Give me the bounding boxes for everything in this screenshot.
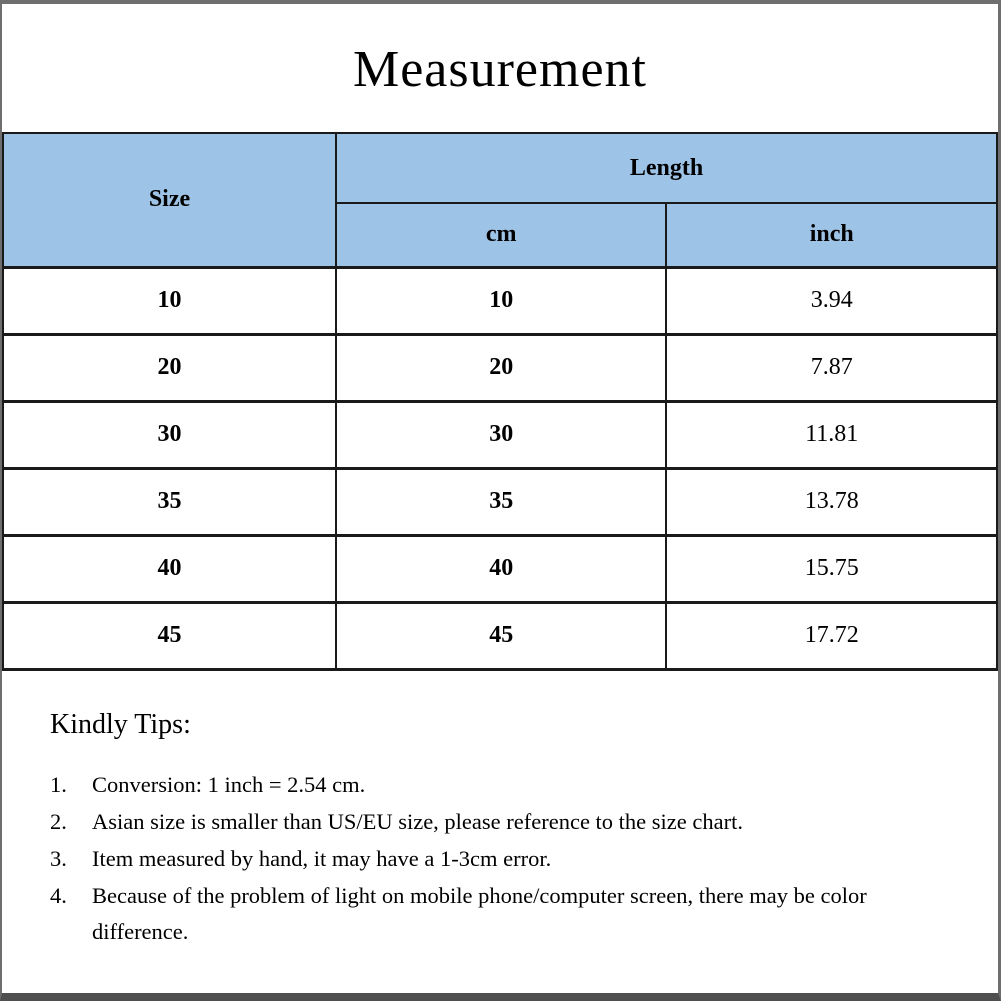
inch-cell: 13.78 (665, 466, 998, 537)
tip-number: 1. (50, 771, 67, 797)
tip-item: 1. Conversion: 1 inch = 2.54 cm. (50, 767, 958, 803)
size-cell: 30 (2, 399, 337, 470)
cm-cell: 35 (334, 466, 668, 537)
table-row: 30 30 11.81 (2, 399, 998, 470)
size-cell: 20 (2, 332, 337, 403)
inch-cell: 7.87 (665, 332, 998, 403)
tip-number: 4. (50, 882, 67, 908)
table-body: 10 10 3.94 20 20 7.87 30 30 11.81 35 35 … (2, 265, 998, 671)
header-row-top: Size Length (2, 132, 998, 268)
col-header-length: Length (334, 132, 998, 204)
tip-item: 3. Item measured by hand, it may have a … (50, 841, 958, 877)
page-title: Measurement (352, 41, 647, 98)
cm-cell: 30 (334, 399, 668, 470)
size-cell: 45 (2, 600, 337, 671)
tip-text: Asian size is smaller than US/EU size, p… (92, 808, 743, 834)
inch-cell: 3.94 (665, 265, 998, 336)
size-cell: 10 (2, 265, 337, 336)
cm-cell: 20 (334, 332, 668, 403)
tip-text: Conversion: 1 inch = 2.54 cm. (92, 771, 366, 797)
inch-cell: 17.72 (665, 600, 998, 671)
tip-number: 2. (50, 808, 67, 834)
cm-cell: 45 (334, 600, 668, 671)
table-row: 40 40 15.75 (2, 533, 998, 604)
cm-cell: 10 (334, 265, 668, 336)
measurement-table: Size Length cm inch 10 10 3.94 20 20 7.8… (2, 132, 998, 671)
header-row-sub: cm inch (3, 202, 998, 268)
size-cell: 35 (2, 466, 337, 537)
inch-cell: 15.75 (665, 533, 998, 604)
cm-cell: 40 (334, 533, 668, 604)
tips-list: 1. Conversion: 1 inch = 2.54 cm. 2. Asia… (50, 767, 958, 950)
table-row: 35 35 13.78 (2, 466, 998, 537)
inch-cell: 11.81 (665, 399, 998, 470)
tip-number: 3. (50, 845, 67, 871)
col-header-size: Size (2, 132, 337, 268)
tip-text: Item measured by hand, it may have a 1-3… (92, 845, 552, 871)
tip-text: Because of the problem of light on mobil… (92, 882, 867, 944)
col-header-cm: cm (334, 202, 668, 268)
table-row: 10 10 3.94 (2, 265, 998, 336)
table-header: Size Length cm inch (2, 132, 998, 268)
tip-item: 4. Because of the problem of light on mo… (50, 878, 958, 950)
size-cell: 40 (2, 533, 337, 604)
tips-title: Kindly Tips: (50, 708, 191, 740)
tip-item: 2. Asian size is smaller than US/EU size… (50, 804, 958, 840)
col-header-inch: inch (665, 202, 998, 268)
table-row: 20 20 7.87 (2, 332, 998, 403)
table-row: 45 45 17.72 (2, 600, 998, 671)
kindly-tips-section: Kindly Tips: 1. Conversion: 1 inch = 2.5… (50, 709, 958, 950)
